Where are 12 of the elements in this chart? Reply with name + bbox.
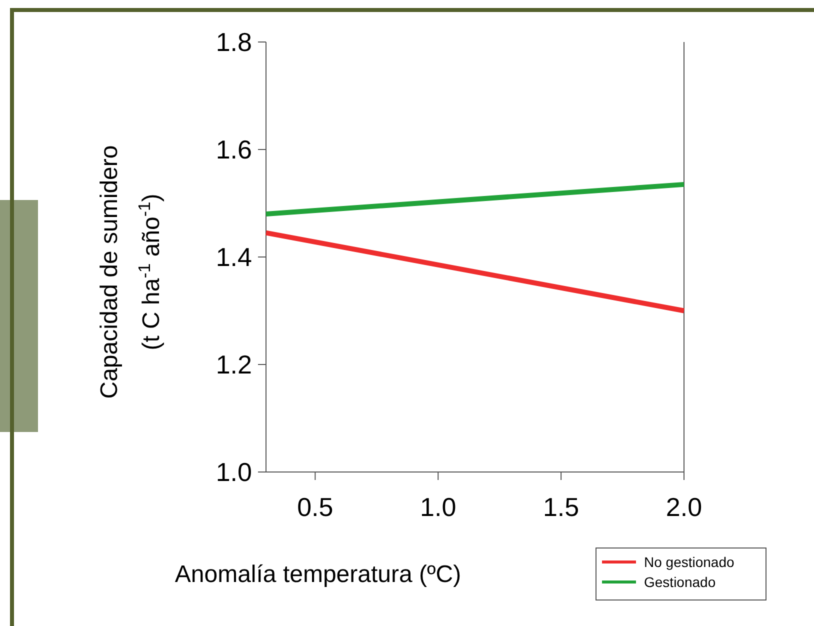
y-tick-label: 1.0 xyxy=(216,457,252,488)
legend-label: Gestionado xyxy=(644,574,716,590)
y-tick-label: 1.2 xyxy=(216,350,252,380)
legend-label: No gestionado xyxy=(644,554,735,570)
y-tick-label: 1.8 xyxy=(216,27,252,58)
y-tick-label: 1.6 xyxy=(216,134,252,165)
x-tick-label: 1.0 xyxy=(420,492,456,522)
x-tick-label: 1.5 xyxy=(542,492,580,522)
x-tick-label: 2.0 xyxy=(666,492,702,522)
x-axis-title: Anomalía temperatura (ºC) xyxy=(174,561,462,588)
y-tick-label: 1.4 xyxy=(216,242,252,272)
x-tick-label: 0.5 xyxy=(297,492,334,522)
